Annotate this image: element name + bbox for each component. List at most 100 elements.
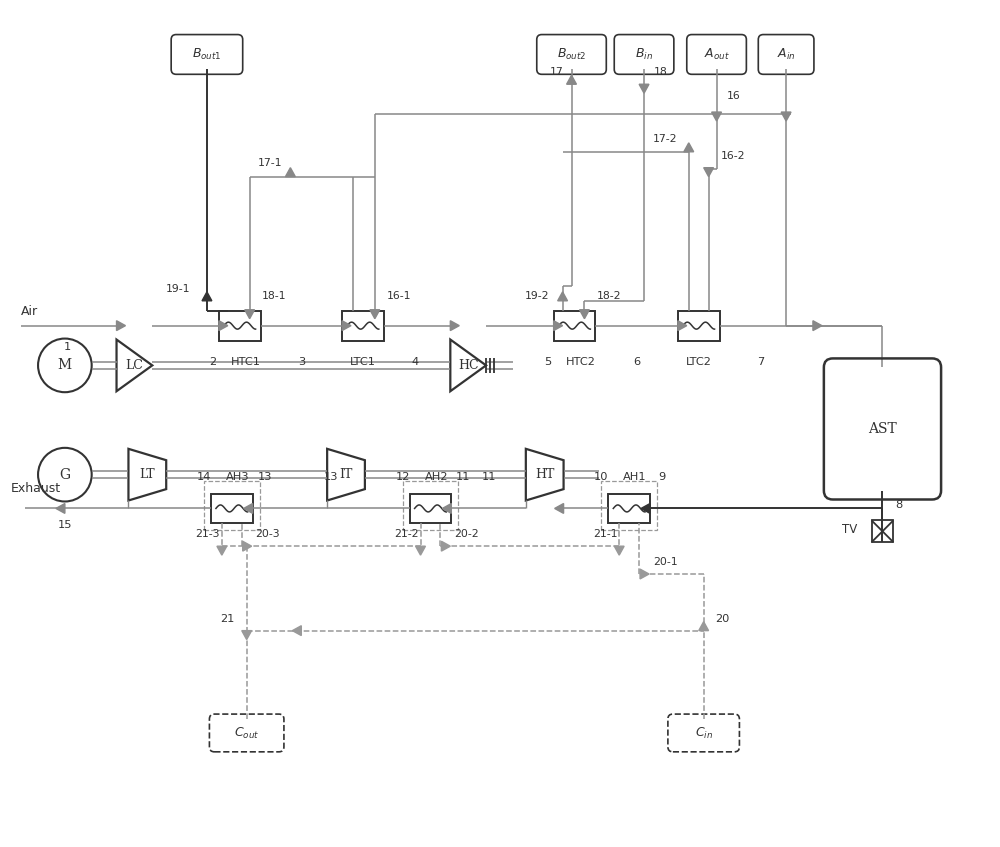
Text: Exhaust: Exhaust [11,482,61,495]
Text: 19-2: 19-2 [525,291,550,301]
Text: LTC2: LTC2 [686,357,712,368]
Bar [403,480,458,530]
Text: $C_{out}$: $C_{out}$ [234,725,259,740]
Text: 20-3: 20-3 [256,529,280,540]
Polygon shape [342,321,351,330]
Text: 11: 11 [456,472,470,482]
Text: 12: 12 [395,472,410,482]
Text: TV: TV [842,523,858,536]
Text: 21-3: 21-3 [195,529,220,540]
Polygon shape [245,310,255,318]
Polygon shape [641,503,650,513]
Polygon shape [580,310,589,318]
Polygon shape [244,503,253,513]
Text: $B_{out2}$: $B_{out2}$ [557,47,586,62]
Text: Air: Air [21,305,38,318]
Text: 2: 2 [209,357,216,368]
Text: LTC1: LTC1 [350,357,376,368]
Polygon shape [555,503,564,513]
Text: 14: 14 [197,472,211,482]
Polygon shape [640,569,649,579]
Text: HC: HC [458,359,479,372]
Bar [219,311,261,340]
Text: 21-1: 21-1 [593,529,617,540]
Text: 1: 1 [64,341,71,352]
Polygon shape [285,168,295,177]
Polygon shape [554,321,563,330]
Text: 16-2: 16-2 [721,151,745,161]
Text: 15: 15 [58,520,72,530]
Text: 8: 8 [895,500,903,510]
Text: 3: 3 [298,357,305,368]
Text: 7: 7 [757,357,764,368]
Text: G: G [59,468,70,482]
Bar [410,494,451,523]
Polygon shape [781,112,791,121]
Polygon shape [567,75,576,84]
Text: 13: 13 [324,472,338,482]
Text: 20-2: 20-2 [454,529,479,540]
Polygon shape [441,541,450,551]
Polygon shape [712,112,721,121]
Text: LC: LC [125,359,143,372]
Text: AH1: AH1 [623,472,647,482]
Text: LT: LT [140,468,155,481]
Text: $C_{in}$: $C_{in}$ [695,725,713,740]
Text: 4: 4 [412,357,419,368]
Text: 10: 10 [594,472,609,482]
Text: 17-1: 17-1 [258,158,282,168]
Text: 18: 18 [654,67,668,77]
Polygon shape [813,321,822,330]
Bar [204,480,260,530]
Text: 11: 11 [481,472,496,482]
Text: 9: 9 [658,472,666,482]
Polygon shape [639,84,649,93]
Polygon shape [416,546,425,555]
Text: 5: 5 [544,357,551,368]
Text: 18-1: 18-1 [262,291,286,301]
Text: 18-2: 18-2 [596,291,621,301]
Text: HT: HT [535,468,554,481]
Bar [211,494,253,523]
Polygon shape [678,321,687,330]
Text: 6: 6 [634,357,641,368]
Text: IT: IT [339,468,353,481]
Text: 16: 16 [727,91,740,101]
Text: 13: 13 [257,472,272,482]
Polygon shape [558,292,568,301]
Text: 17: 17 [550,67,564,77]
Text: $B_{out1}$: $B_{out1}$ [192,47,222,62]
Bar [554,311,595,340]
Polygon shape [217,546,227,555]
Bar [678,311,720,340]
Polygon shape [219,321,228,330]
Text: AH3: AH3 [226,472,250,482]
Polygon shape [243,541,252,551]
Text: M: M [58,358,72,373]
Text: $B_{in}$: $B_{in}$ [635,47,653,62]
Polygon shape [704,168,714,177]
Polygon shape [684,143,694,152]
Polygon shape [699,622,709,631]
Polygon shape [442,503,451,513]
Text: HTC2: HTC2 [566,357,595,368]
Bar [342,311,384,340]
Polygon shape [292,626,301,635]
Text: 19-1: 19-1 [166,284,190,294]
Polygon shape [614,546,624,555]
Text: 21: 21 [220,614,235,623]
Text: $A_{out}$: $A_{out}$ [704,47,729,62]
Text: 20-1: 20-1 [653,557,678,567]
Polygon shape [242,631,252,639]
Bar [601,480,657,530]
Text: 17-2: 17-2 [652,134,677,144]
Bar [608,494,650,523]
Text: $A_{in}$: $A_{in}$ [777,47,795,62]
Polygon shape [56,503,65,513]
Text: 20: 20 [716,614,730,623]
Text: 21-2: 21-2 [394,529,419,540]
Text: AST: AST [868,422,897,436]
Polygon shape [202,292,212,301]
Polygon shape [370,310,380,318]
Polygon shape [450,321,459,330]
